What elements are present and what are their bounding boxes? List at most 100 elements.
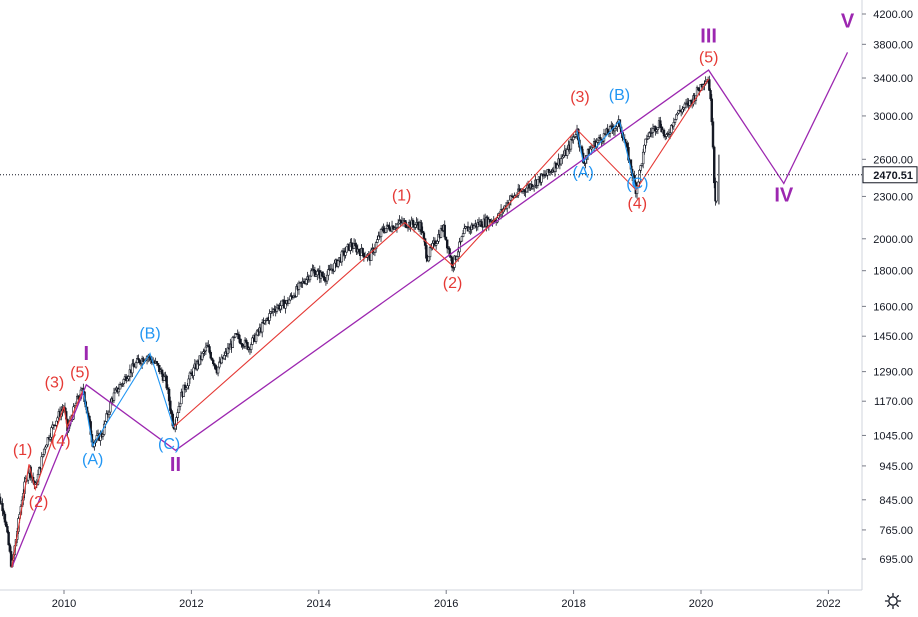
candle-body (566, 149, 569, 156)
x-tick-label: 2018 (561, 598, 585, 610)
candle-body (336, 260, 340, 267)
candle-body (443, 224, 446, 238)
candle-body (7, 531, 10, 546)
candle-body (192, 367, 195, 376)
intermediate-wave-label: (5) (70, 365, 90, 382)
candle-body (613, 128, 617, 132)
candle-body (231, 337, 235, 348)
intermediate-wave-line[interactable] (11, 389, 84, 568)
candle-body (659, 120, 662, 128)
y-tick-label: 1290.00 (873, 367, 913, 379)
candle-body (213, 363, 216, 366)
candle-body (460, 236, 464, 242)
candle-body (357, 248, 361, 252)
candle-body (167, 388, 171, 402)
candle-body (325, 274, 329, 282)
candle-body (382, 227, 385, 231)
candle-body (237, 334, 241, 340)
candle-body (246, 342, 249, 350)
candle-body (626, 143, 629, 148)
last-price-label: 2470.51 (873, 170, 913, 182)
y-tick-label: 2300.00 (873, 191, 913, 203)
minor-wave-label: (C) (626, 176, 648, 193)
primary-wave-label: V (841, 10, 855, 32)
primary-wave-label: II (170, 454, 181, 476)
candle-body (675, 114, 678, 120)
candle-body (127, 376, 130, 380)
intermediate-wave-label: (2) (443, 275, 463, 292)
y-tick-label: 3400.00 (873, 73, 913, 85)
candle-body (275, 307, 279, 312)
candle-body (376, 239, 379, 243)
candle-body (672, 122, 676, 127)
minor-wave-line[interactable] (82, 352, 175, 448)
candle-body (187, 378, 190, 387)
y-tick-label: 2600.00 (873, 154, 913, 166)
intermediate-wave-line[interactable] (173, 78, 710, 428)
candle-body (715, 181, 718, 202)
y-tick-label: 3800.00 (873, 39, 913, 51)
candle-body (590, 146, 593, 150)
x-tick-label: 2020 (689, 598, 713, 610)
candle-body (414, 224, 417, 228)
y-tick-label: 1450.00 (873, 331, 913, 343)
candle-body (134, 362, 138, 368)
y-tick-label: 2000.00 (873, 234, 913, 246)
candle-body (118, 384, 122, 390)
candle-body (310, 270, 313, 277)
candle-body (713, 146, 716, 184)
y-tick-label: 695.00 (879, 554, 913, 566)
candle-body (422, 232, 426, 240)
intermediate-wave-label: (1) (13, 442, 33, 459)
candle-body (177, 406, 181, 413)
candle-body (457, 251, 460, 257)
candle-body (261, 322, 264, 333)
candle-body (2, 510, 5, 515)
settings-button[interactable] (880, 590, 906, 612)
candle-body (238, 338, 242, 344)
intermediate-wave-label: (4) (51, 433, 71, 450)
candle-body (370, 249, 373, 261)
candle-body (210, 357, 214, 361)
x-tick-label: 2022 (816, 598, 840, 610)
candle-body (308, 275, 312, 281)
candle-body (455, 256, 459, 260)
primary-wave-label: IV (774, 185, 794, 207)
primary-wave-label: I (84, 343, 90, 365)
candle-body (107, 411, 111, 415)
candle-body (122, 379, 125, 384)
candle-body (656, 127, 660, 130)
candle-body (249, 344, 253, 350)
minor-wave-label: (B) (139, 325, 160, 342)
candle-body (463, 228, 466, 234)
primary-wave-line[interactable] (11, 52, 849, 568)
candle-body (218, 361, 221, 368)
candle-body (472, 225, 476, 229)
intermediate-wave-label: (2) (29, 494, 49, 511)
candle-body (212, 359, 215, 364)
minor-wave-line[interactable] (576, 119, 637, 191)
candle-body (287, 299, 291, 304)
candle-body (420, 222, 423, 232)
candle-body (448, 248, 451, 257)
x-tick-label: 2010 (52, 598, 76, 610)
candle-body (540, 173, 543, 183)
candle-body (297, 282, 301, 290)
candle-body (599, 137, 602, 140)
candle-body (117, 388, 121, 393)
candle-body (670, 124, 673, 134)
candle-body (350, 242, 353, 248)
candle-body (333, 262, 336, 272)
candle-body (234, 333, 237, 338)
candle-body (156, 363, 160, 366)
intermediate-wave-label: (4) (628, 196, 648, 213)
candle-body (185, 387, 188, 390)
candle-body (186, 385, 189, 389)
candle-body (572, 136, 575, 141)
label-layer: (1)(2)(3)(4)(5)I(A)(B)(C)II(1)(2)(3)(A)(… (13, 10, 855, 511)
candle-body (55, 420, 58, 426)
candle-body (638, 170, 641, 183)
candle-body (439, 227, 443, 238)
